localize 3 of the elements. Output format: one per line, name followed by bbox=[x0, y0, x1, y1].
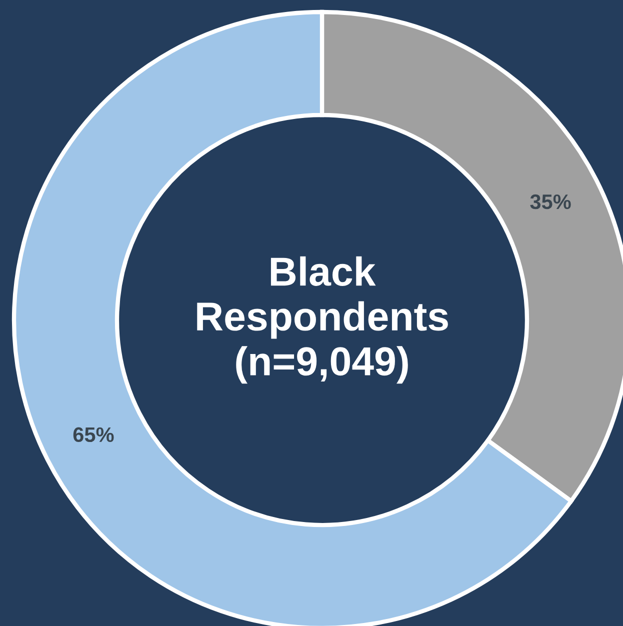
data-label: 35% bbox=[530, 194, 571, 210]
data-label: 65% bbox=[73, 427, 114, 442]
text: Black Respondents (n=9,049) bbox=[197, 256, 448, 384]
